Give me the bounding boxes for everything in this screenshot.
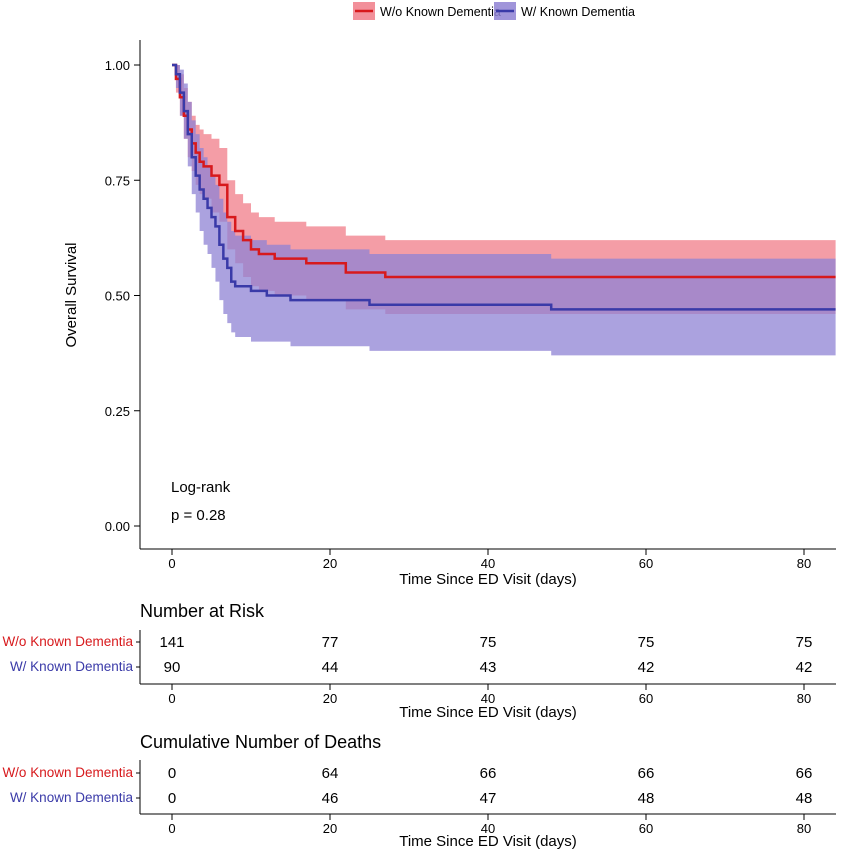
table-cell: 44 (322, 659, 339, 676)
table-cell: 66 (638, 765, 655, 782)
confidence-bands (172, 65, 836, 356)
legend-label-with-dementia: W/ Known Dementia (521, 5, 635, 19)
x-tick-label: 60 (639, 691, 653, 706)
survival-line-without-dementia (172, 63, 836, 279)
table-cell: 77 (322, 634, 339, 651)
y-axis-ticks: 0.00 0.25 0.50 0.75 1.00 (105, 58, 140, 534)
risk-row-label-with: W/ Known Dementia (10, 659, 134, 674)
x-tick-label: 40 (481, 556, 495, 571)
x-tick-label: 20 (323, 821, 337, 836)
x-tick-label: 80 (797, 691, 811, 706)
x-tick-label: 20 (323, 691, 337, 706)
legend-label-without-dementia: W/o Known Dementia (380, 5, 501, 19)
risk-x-axis-label: Time Since ED Visit (days) (399, 704, 577, 721)
deaths-row-label-without: W/o Known Dementia (2, 765, 133, 780)
x-tick-label: 0 (168, 556, 175, 571)
y-tick-label: 0.75 (105, 173, 130, 188)
table-cell: 0 (168, 790, 176, 807)
table-cell: 48 (638, 790, 655, 807)
x-axis-label: Time Since ED Visit (days) (399, 571, 577, 588)
deaths-table-title: Cumulative Number of Deaths (140, 732, 381, 752)
number-at-risk-table: Number at Risk W/o Known Dementia W/ Kno… (2, 601, 836, 721)
table-cell: 64 (322, 765, 339, 782)
deaths-row-label-with: W/ Known Dementia (10, 790, 134, 805)
cumulative-deaths-table: Cumulative Number of Deaths W/o Known De… (2, 732, 836, 850)
table-cell: 0 (168, 765, 176, 782)
risk-table-values: 141 77 75 75 75 90 44 43 42 42 (136, 634, 812, 676)
logrank-pvalue: p = 0.28 (171, 507, 226, 524)
x-tick-label: 0 (168, 691, 175, 706)
risk-table-title: Number at Risk (140, 601, 265, 621)
risk-row-label-without: W/o Known Dementia (2, 634, 133, 649)
table-cell: 43 (480, 659, 497, 676)
table-cell: 66 (796, 765, 813, 782)
table-cell: 48 (796, 790, 813, 807)
y-tick-label: 0.00 (105, 519, 130, 534)
x-tick-label: 0 (168, 821, 175, 836)
risk-x-axis-ticks: 0 20 40 60 80 (168, 684, 811, 706)
deaths-x-axis-label: Time Since ED Visit (days) (399, 833, 577, 850)
x-tick-label: 40 (481, 821, 495, 836)
table-cell: 75 (638, 634, 655, 651)
deaths-x-axis-ticks: 0 20 40 60 80 (168, 814, 811, 836)
x-tick-label: 20 (323, 556, 337, 571)
confidence-band-with-dementia (172, 65, 836, 356)
table-cell: 90 (164, 659, 181, 676)
legend: W/o Known Dementia W/ Known Dementia (353, 2, 635, 20)
x-axis-ticks: 0 20 40 60 80 (168, 549, 811, 571)
table-cell: 75 (796, 634, 813, 651)
table-cell: 42 (638, 659, 655, 676)
table-cell: 66 (480, 765, 497, 782)
table-cell: 46 (322, 790, 339, 807)
table-cell: 141 (159, 634, 184, 651)
y-tick-label: 1.00 (105, 58, 130, 73)
y-tick-label: 0.50 (105, 289, 130, 304)
survival-plot: 0.00 0.25 0.50 0.75 1.00 0 20 40 60 80 Overall S… (63, 40, 836, 588)
logrank-label: Log-rank (171, 479, 231, 496)
x-tick-label: 60 (639, 821, 653, 836)
x-tick-label: 80 (797, 556, 811, 571)
table-cell: 42 (796, 659, 813, 676)
x-tick-label: 60 (639, 556, 653, 571)
survival-curves (172, 63, 836, 311)
table-cell: 75 (480, 634, 497, 651)
y-tick-label: 0.25 (105, 404, 130, 419)
table-cell: 47 (480, 790, 497, 807)
survival-line-with-dementia (172, 63, 836, 311)
x-tick-label: 80 (797, 821, 811, 836)
x-tick-label: 40 (481, 691, 495, 706)
y-axis-label: Overall Survival (63, 242, 80, 347)
deaths-table-values: 0 64 66 66 66 0 46 47 48 48 (136, 765, 812, 807)
